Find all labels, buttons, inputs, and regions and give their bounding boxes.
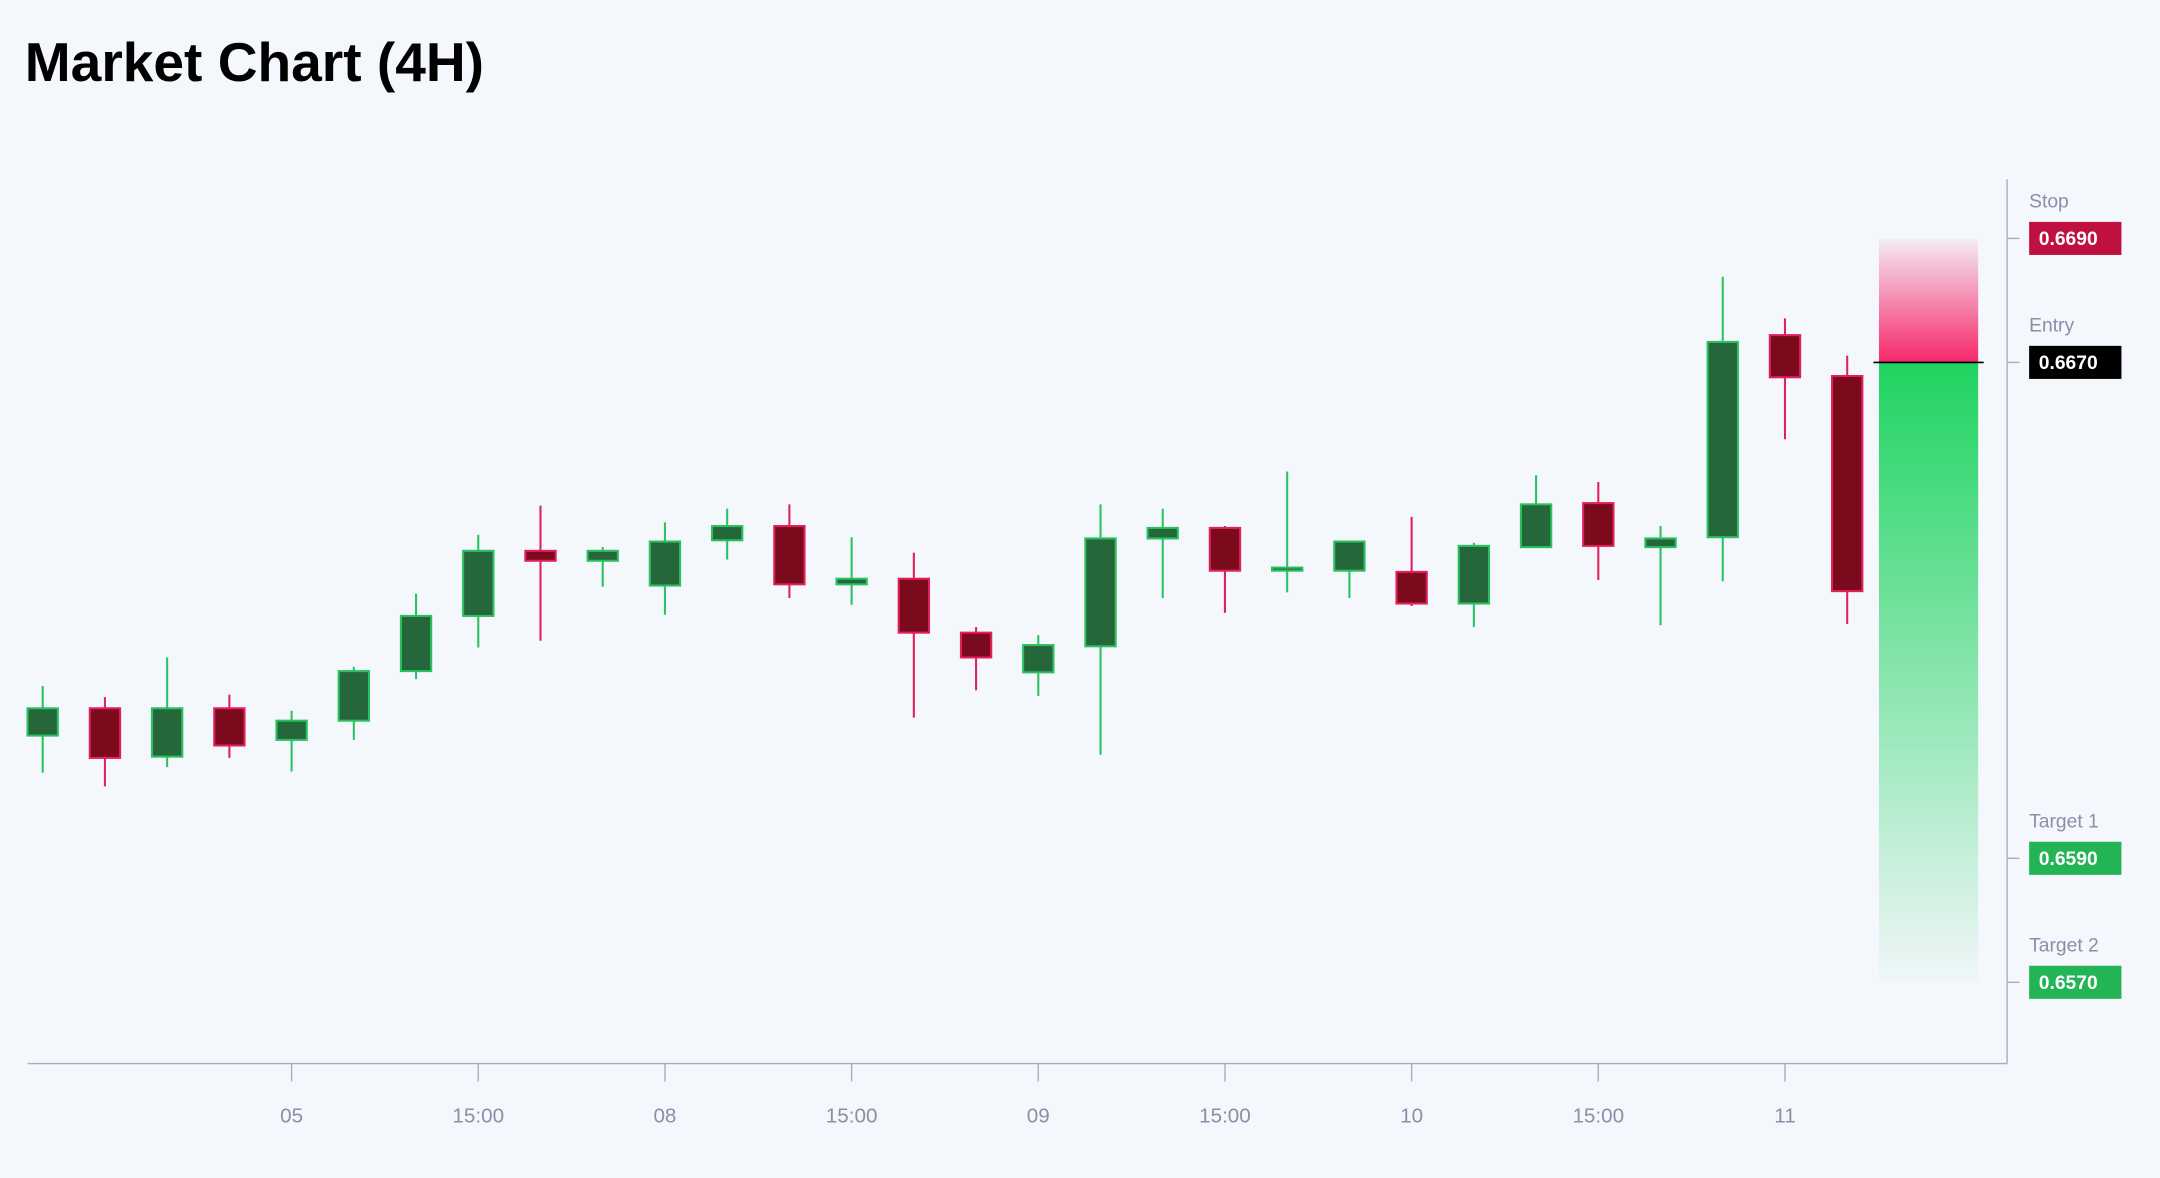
level-name: Target 1 — [2029, 812, 2099, 833]
candle-body — [959, 631, 993, 659]
x-tick-label: 11 — [1774, 1105, 1795, 1128]
candle-body — [1022, 644, 1055, 674]
candle-body — [1644, 537, 1677, 549]
level-value: 0.6570 — [2039, 973, 2098, 994]
x-tick-label: 15:00 — [826, 1105, 878, 1128]
candle-body — [399, 614, 433, 673]
candle-body — [773, 525, 806, 586]
x-tick-label: 15:00 — [1199, 1105, 1251, 1128]
level-value: 0.6670 — [2039, 353, 2098, 374]
risk-zone — [1878, 238, 1979, 363]
x-tick-label: 15:00 — [452, 1105, 504, 1128]
x-tick-label: 05 — [280, 1105, 303, 1128]
candle-body — [524, 549, 557, 562]
candle-body — [897, 577, 931, 634]
candle-body — [213, 707, 246, 747]
candle-body — [1706, 340, 1739, 539]
candle-body — [1582, 502, 1615, 547]
candle-body — [1768, 334, 1802, 379]
candle-body — [1333, 540, 1366, 572]
candle-body — [1146, 526, 1179, 540]
level-box — [2029, 221, 2122, 255]
candle-body — [26, 707, 59, 737]
level-name: Target 2 — [2029, 936, 2099, 957]
level-box — [2029, 965, 2122, 999]
candle-body — [275, 719, 308, 741]
candle-body — [586, 549, 619, 562]
x-tick-label: 08 — [653, 1105, 676, 1128]
candle-body — [337, 670, 371, 722]
level-box — [2029, 345, 2122, 379]
level-name: Stop — [2029, 192, 2069, 213]
chart-title: Market Chart (4H) — [25, 31, 484, 93]
candle-body — [462, 549, 495, 617]
candle-body — [150, 707, 184, 758]
level-name: Entry — [2029, 316, 2074, 337]
level-value: 0.6590 — [2039, 849, 2098, 870]
candle-body — [1395, 570, 1428, 605]
level-box — [2029, 841, 2122, 875]
candle-body — [710, 525, 744, 542]
candle-body — [1831, 374, 1864, 593]
x-tick-label: 10 — [1400, 1105, 1423, 1128]
candle-body — [1457, 544, 1491, 605]
x-tick-label: 09 — [1027, 1105, 1050, 1128]
x-tick-label: 15:00 — [1572, 1105, 1624, 1128]
candle-body — [88, 707, 122, 759]
candle-body — [648, 540, 682, 587]
candle-body — [1519, 503, 1553, 549]
reward-zone — [1878, 362, 1979, 983]
candle-body — [1208, 526, 1242, 572]
candle-body — [1270, 566, 1304, 572]
level-value: 0.6690 — [2039, 229, 2098, 250]
candle-body — [1084, 537, 1117, 648]
candle-body — [835, 577, 868, 586]
